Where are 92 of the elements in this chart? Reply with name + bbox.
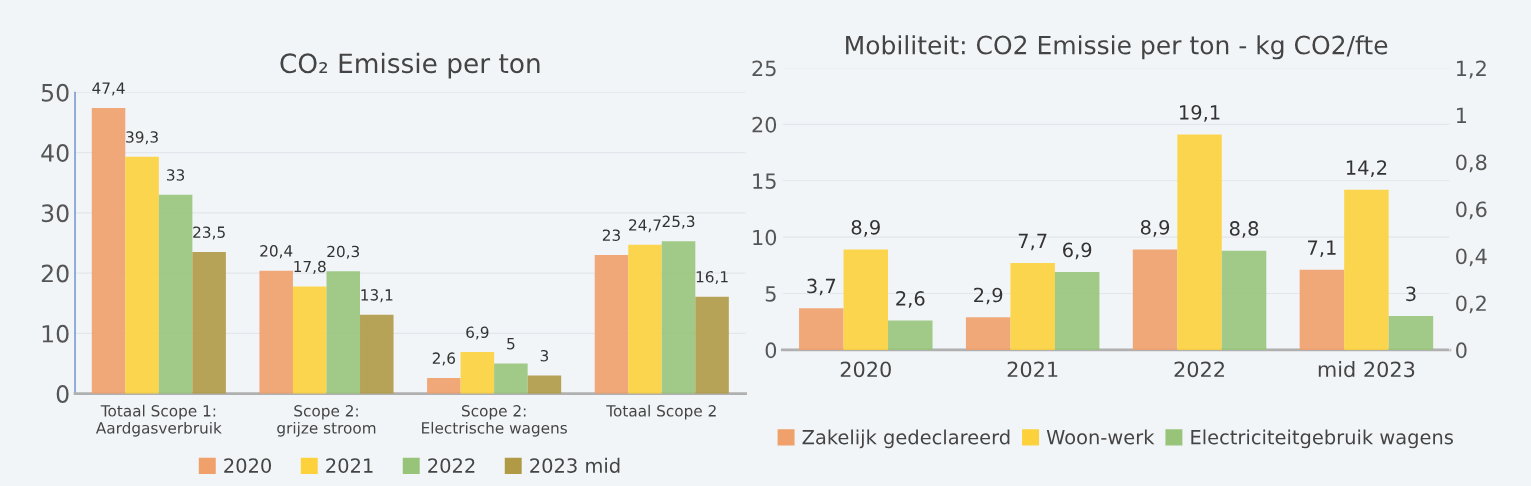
data-label: 6,9: [466, 326, 489, 340]
bar: [695, 296, 729, 394]
bar: [888, 320, 933, 350]
legend-label: 2022: [428, 458, 475, 473]
bar: [1010, 263, 1055, 350]
y-tick-label: 0: [765, 342, 777, 359]
bar: [125, 156, 159, 394]
legend-label: Electriciteitgebruik wagens: [1191, 429, 1453, 449]
y2-tick-label: 0,2: [1456, 295, 1486, 314]
y-tick-label: 10: [42, 324, 69, 343]
y-tick-label: 50: [41, 83, 69, 102]
data-label: 13,1: [361, 289, 393, 303]
y-tick-label: 25: [752, 60, 776, 77]
y-tick-label: 30: [41, 204, 69, 223]
bar: [192, 252, 226, 394]
bar: [360, 314, 394, 394]
bar: [1132, 249, 1178, 350]
legend-label: 2023 mid: [530, 457, 620, 473]
bar: [594, 255, 629, 394]
bar: [661, 241, 696, 394]
bar: [1299, 269, 1345, 350]
chart-title: Mobiliteit: CO2 Emissie per ton - kg CO2/fte: [846, 35, 1388, 60]
bar: [158, 194, 193, 394]
data-label: 2,6: [896, 291, 925, 308]
bar: [843, 249, 889, 350]
bar: [1054, 272, 1100, 350]
data-label: 33: [167, 169, 185, 181]
y2-tick-label: 0,6: [1456, 201, 1487, 220]
x-tick-label: Scope 2: Electrische wagens: [422, 405, 567, 437]
bar: [527, 375, 562, 394]
bar: [1177, 134, 1222, 350]
x-tick-label: 2020: [840, 361, 891, 378]
data-label: 16,1: [696, 271, 728, 285]
x-tick-label: Totaal Scope 2: [606, 404, 716, 420]
bar: [259, 270, 293, 394]
data-label: 39,3: [126, 131, 158, 145]
data-label: 3: [540, 349, 549, 362]
y-tick-label: 10: [753, 229, 777, 246]
data-label: 3: [1406, 286, 1416, 302]
legend-label: Zakelijk gedeclareerd: [802, 429, 1010, 449]
data-label: 17,8: [294, 260, 326, 274]
y-tick-label: 5: [765, 286, 776, 302]
bar: [799, 308, 844, 350]
bar: [326, 271, 361, 394]
data-label: 20,3: [327, 245, 360, 259]
legend-label: 2021: [326, 458, 373, 473]
x-tick-label: 2021: [1007, 361, 1058, 378]
x-tick-label: mid 2023: [1318, 361, 1415, 378]
bar: [292, 286, 327, 394]
y-tick-label: 20: [41, 264, 69, 283]
x-tick-label: Scope 2: grijze stroom: [277, 405, 376, 437]
y-tick-label: 15: [753, 173, 776, 189]
data-label: 2,9: [974, 287, 1003, 305]
bar: [1388, 316, 1434, 350]
y2-tick-label: 0,4: [1456, 248, 1487, 267]
y-tick-label: 40: [41, 144, 69, 162]
data-label: 2,6: [432, 352, 456, 366]
data-label: 5: [507, 338, 515, 350]
data-label: 8,9: [1140, 219, 1170, 237]
data-label: 8,9: [851, 219, 880, 237]
x-tick-label: Totaal Scope 1: Aardgasverbruik: [95, 404, 222, 437]
data-label: 6,9: [1063, 242, 1092, 260]
y2-tick-label: 0: [1456, 342, 1467, 359]
data-label: 3,7: [807, 278, 836, 296]
bar: [628, 244, 662, 394]
y-tick-label: 20: [752, 116, 777, 133]
data-label: 23: [602, 229, 620, 241]
x-tick-label: 2022: [1174, 361, 1224, 378]
data-label: 19,1: [1180, 104, 1220, 122]
chart-title: CO₂ Emissie per ton: [280, 52, 540, 79]
legend-label: Woon-werk: [1046, 429, 1155, 445]
bar: [494, 363, 528, 394]
data-label: 23,5: [193, 226, 225, 240]
data-label: 20,4: [260, 245, 293, 259]
bar: [427, 377, 461, 394]
data-label: 7,1: [1308, 240, 1336, 257]
legend-label: 2020: [224, 458, 272, 473]
data-label: 25,3: [662, 215, 695, 229]
data-label: 47,4: [92, 82, 125, 96]
bar: [965, 317, 1011, 350]
y-tick-label: 0: [56, 385, 69, 403]
y2-tick-label: 1,2: [1457, 60, 1486, 79]
bar: [1344, 189, 1389, 350]
data-label: 24,7: [629, 219, 661, 233]
data-label: 7,7: [1018, 233, 1047, 251]
bar: [91, 108, 126, 394]
bar: [460, 352, 495, 394]
y2-tick-label: 0,8: [1456, 154, 1487, 173]
data-label: 8,8: [1229, 221, 1259, 238]
y2-tick-label: 1: [1457, 107, 1467, 123]
bar: [1221, 250, 1267, 350]
data-label: 14,2: [1346, 160, 1387, 177]
